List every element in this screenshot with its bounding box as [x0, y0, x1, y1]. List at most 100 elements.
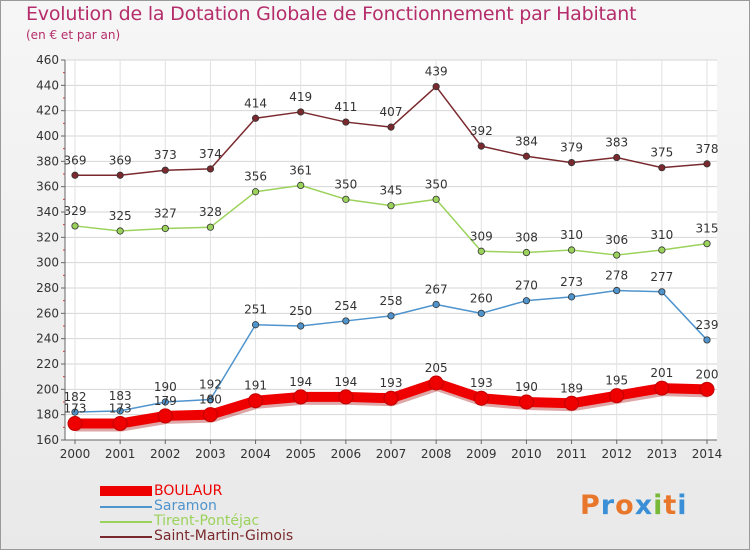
- data-point: [206, 165, 215, 173]
- y-tick-label: 380: [36, 154, 59, 168]
- data-point: [116, 407, 124, 415]
- legend-label: Tirent-Pontéjac: [154, 513, 260, 529]
- data-label: 190: [515, 380, 538, 394]
- data-point: [251, 321, 260, 329]
- data-label: 373: [154, 148, 177, 162]
- y-tick-label: 460: [36, 53, 59, 67]
- legend-swatch: [100, 521, 152, 523]
- data-label: 180: [199, 393, 222, 407]
- data-point: [613, 153, 621, 162]
- data-label: 191: [244, 379, 267, 393]
- legend-swatch: [100, 506, 152, 508]
- data-label: 173: [109, 402, 132, 416]
- data-point: [703, 240, 711, 248]
- data-label: 379: [560, 141, 583, 155]
- data-label: 419: [289, 90, 312, 104]
- data-point: [654, 380, 670, 396]
- data-point: [703, 336, 711, 344]
- data-point: [567, 246, 576, 254]
- x-tick-label: 2006: [331, 447, 362, 461]
- data-point: [293, 389, 309, 405]
- data-label: 328: [199, 205, 222, 219]
- data-point: [658, 246, 666, 254]
- data-point: [658, 164, 666, 172]
- data-point: [71, 408, 79, 416]
- data-point: [338, 389, 354, 405]
- x-tick-label: 2012: [601, 447, 632, 461]
- data-point: [251, 188, 260, 196]
- x-tick-label: 2013: [647, 447, 678, 461]
- data-point: [613, 286, 621, 295]
- data-point: [699, 381, 715, 397]
- data-label: 407: [380, 105, 403, 119]
- y-tick-label: 160: [36, 433, 59, 447]
- x-tick-label: 2004: [240, 447, 271, 461]
- data-label: 315: [696, 222, 719, 236]
- x-tick-label: 2005: [285, 447, 316, 461]
- data-point: [432, 300, 440, 309]
- y-tick-label: 440: [36, 78, 59, 92]
- data-label: 179: [154, 394, 177, 408]
- data-point: [116, 171, 124, 179]
- data-label: 200: [696, 367, 719, 381]
- data-point: [473, 390, 489, 406]
- data-label: 258: [380, 294, 403, 308]
- data-point: [206, 223, 215, 231]
- data-point: [67, 416, 83, 432]
- data-label: 189: [560, 381, 583, 395]
- data-point: [116, 227, 124, 235]
- data-label: 306: [605, 233, 628, 247]
- data-label: 439: [425, 65, 448, 79]
- data-point: [613, 251, 621, 259]
- data-point: [477, 247, 485, 255]
- data-label: 192: [199, 377, 222, 391]
- x-tick-label: 2007: [376, 447, 407, 461]
- data-label: 193: [380, 376, 403, 390]
- y-tick-label: 200: [36, 382, 59, 396]
- legend-swatch: [100, 486, 152, 496]
- data-label: 310: [560, 228, 583, 242]
- data-label: 309: [470, 229, 493, 243]
- x-tick-label: 2009: [466, 447, 497, 461]
- data-label: 183: [109, 389, 132, 403]
- data-point: [428, 375, 444, 391]
- data-point: [206, 395, 215, 404]
- proxiti-logo: Proxiti: [580, 490, 688, 521]
- data-point: [522, 152, 531, 160]
- data-point: [387, 202, 395, 210]
- y-tick-label: 280: [36, 281, 59, 295]
- data-point: [112, 416, 128, 432]
- data-point: [342, 195, 350, 203]
- data-point: [477, 142, 485, 150]
- data-label: 270: [515, 279, 538, 293]
- data-point: [202, 407, 218, 423]
- data-point: [567, 159, 576, 167]
- data-point: [432, 195, 440, 203]
- y-tick-label: 180: [36, 408, 59, 422]
- x-tick-label: 2002: [150, 447, 181, 461]
- data-label: 310: [650, 228, 673, 242]
- y-tick-label: 260: [36, 306, 59, 320]
- chart-title: Evolution de la Dotation Globale de Fonc…: [26, 3, 637, 25]
- data-label: 356: [244, 170, 267, 184]
- data-point: [161, 224, 169, 233]
- legend-label: Saint-Martin-Gimois: [154, 528, 294, 544]
- data-label: 254: [334, 299, 357, 313]
- legend-label: Saramon: [154, 498, 217, 514]
- data-label: 411: [334, 100, 357, 114]
- y-tick-label: 400: [36, 129, 59, 143]
- data-point: [161, 166, 169, 174]
- data-label: 278: [605, 269, 628, 283]
- data-label: 239: [696, 318, 719, 332]
- data-point: [342, 118, 350, 126]
- data-label: 378: [696, 142, 719, 156]
- x-tick-label: 2000: [60, 447, 91, 461]
- data-point: [297, 181, 305, 189]
- data-point: [518, 394, 534, 410]
- data-label: 374: [199, 147, 222, 161]
- data-label: 205: [425, 361, 448, 375]
- x-tick-label: 2010: [511, 447, 542, 461]
- y-tick-label: 300: [36, 256, 59, 270]
- data-point: [161, 398, 169, 406]
- data-point: [477, 309, 485, 317]
